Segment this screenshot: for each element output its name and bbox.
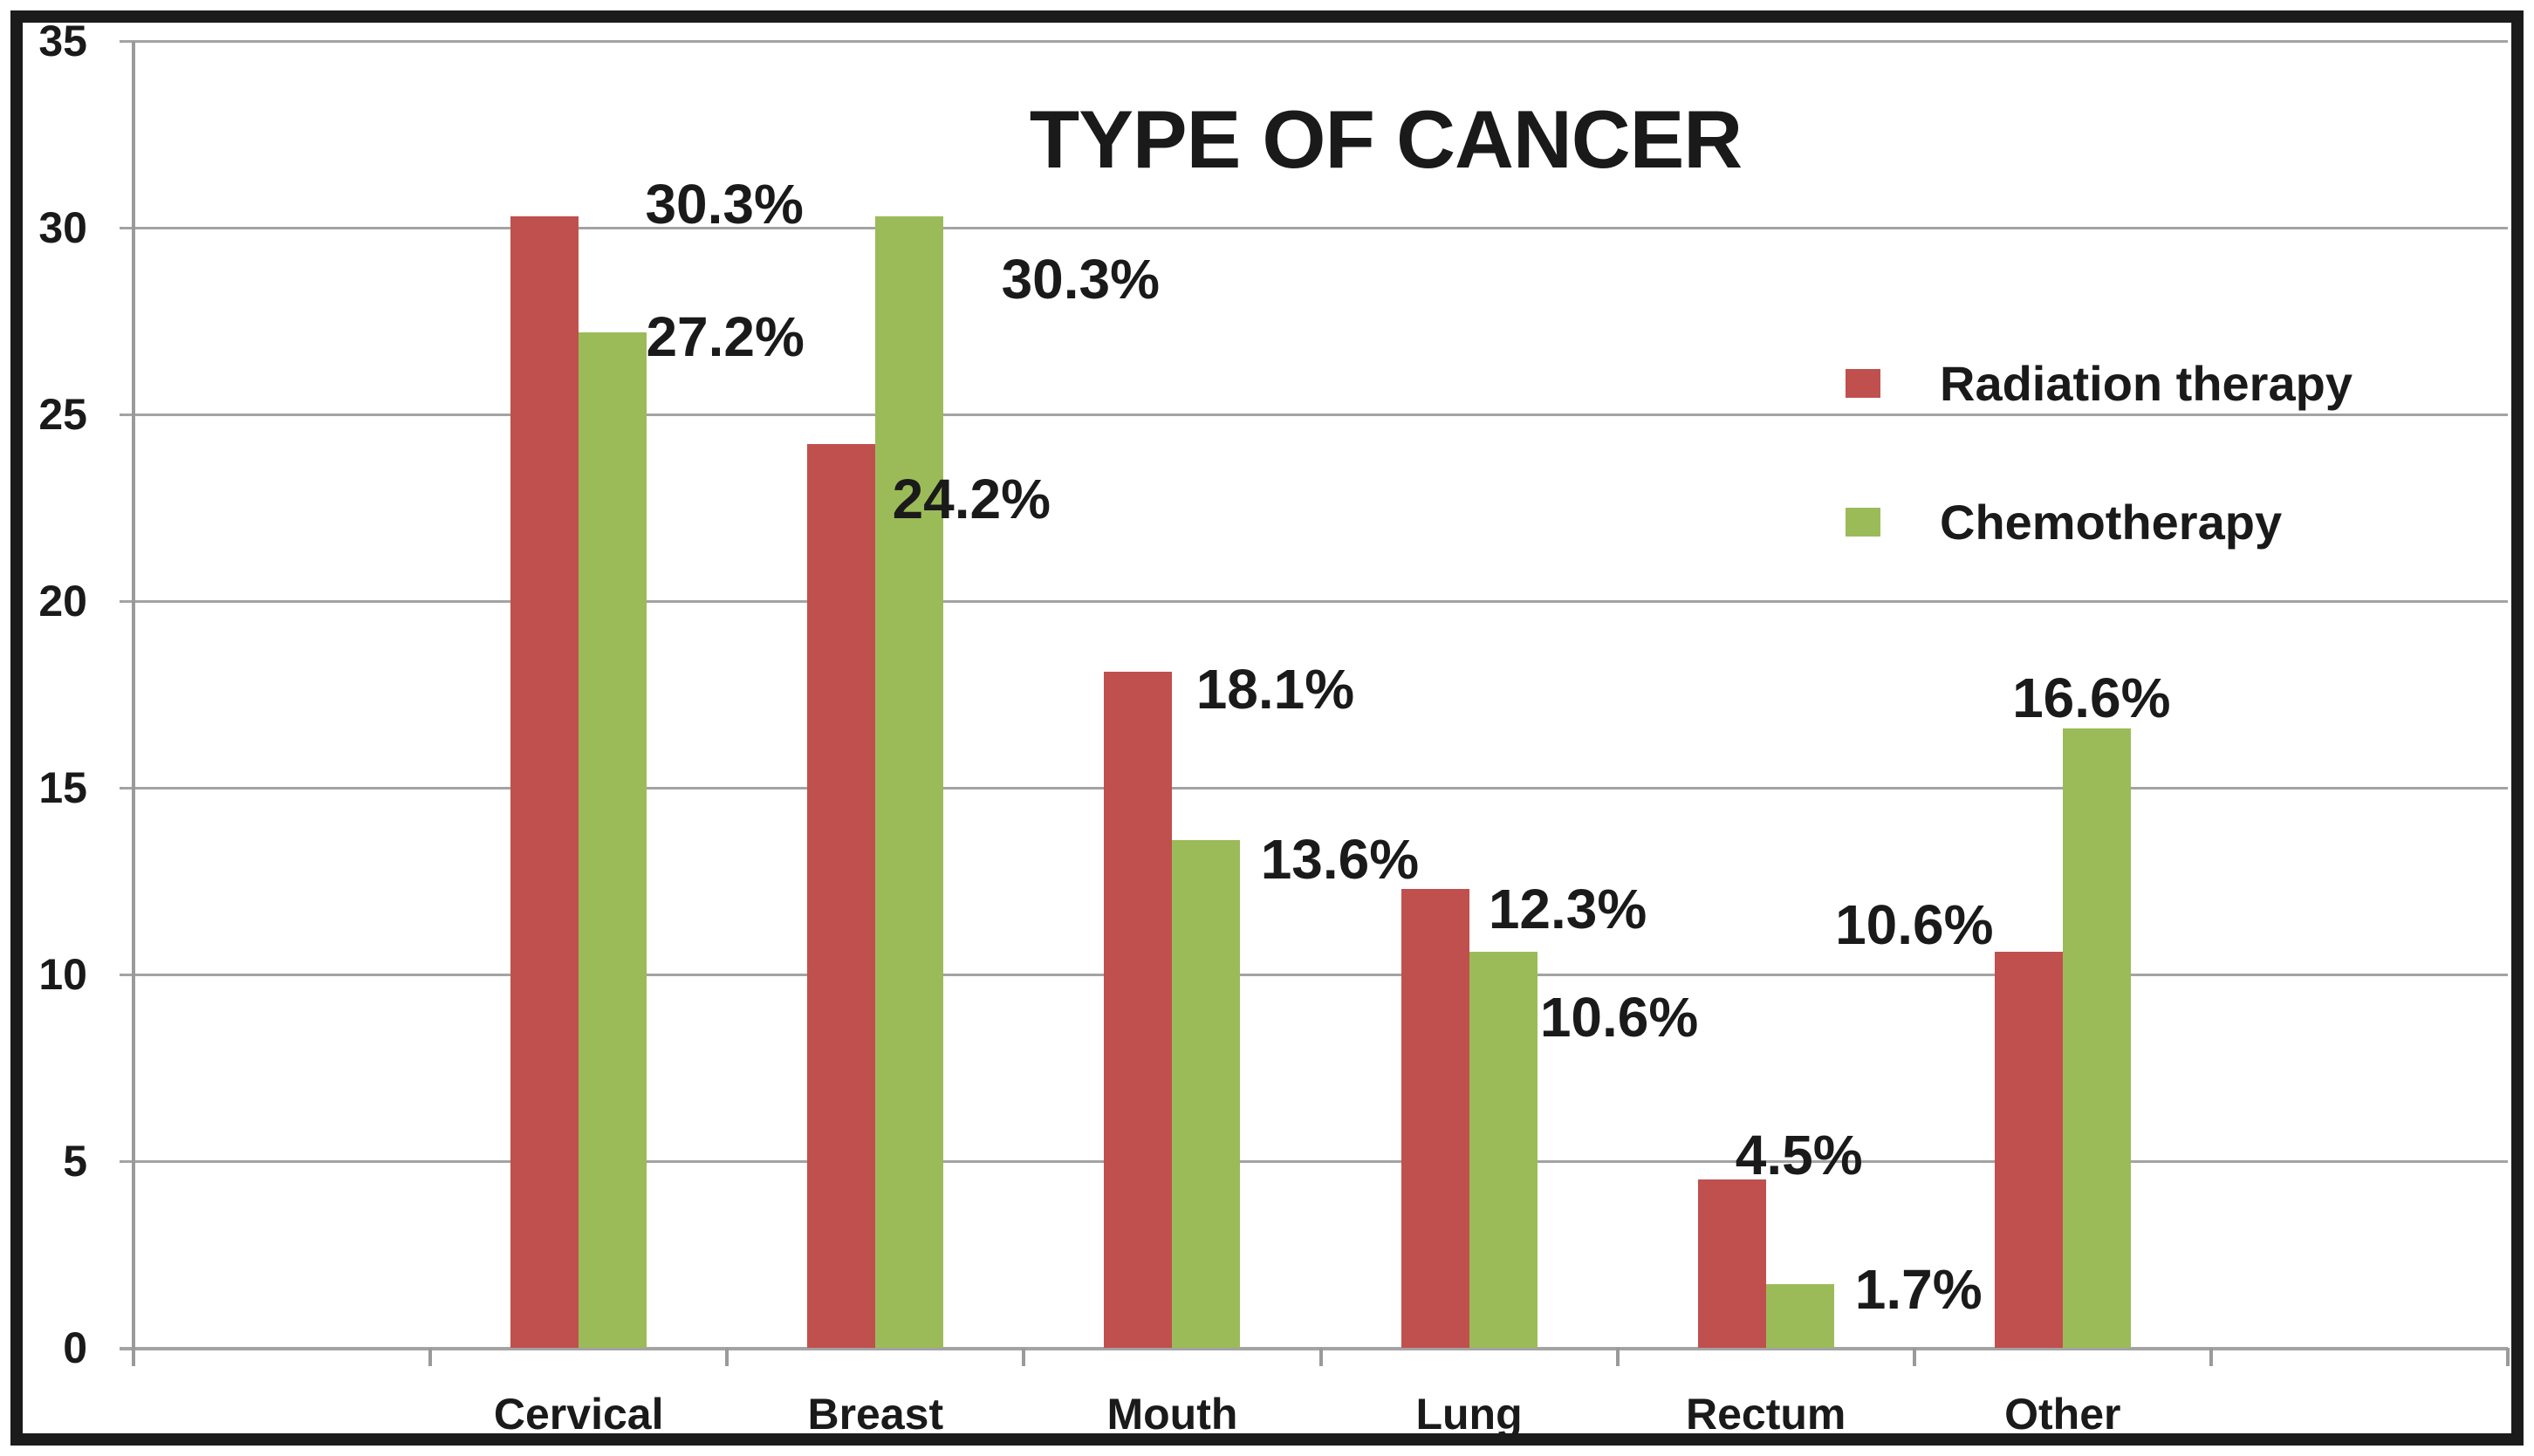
gridline-10 bbox=[120, 973, 2508, 976]
bar-chemotherapy-rectum bbox=[1765, 1284, 1834, 1348]
x-axis-tick-7 bbox=[2209, 1348, 2213, 1366]
y-axis-line bbox=[132, 41, 135, 1366]
x-axis-tick-4 bbox=[1318, 1348, 1323, 1366]
bar-chemotherapy-breast bbox=[875, 216, 944, 1348]
gridline-30 bbox=[120, 226, 2508, 229]
gridline-15 bbox=[120, 786, 2508, 790]
chemotherapy-swatch-icon bbox=[1846, 507, 1880, 537]
y-tick-label-20: 20 bbox=[38, 577, 87, 625]
data-label-chemotherapy-lung: 10.6% bbox=[1539, 986, 1699, 1049]
data-label-chemotherapy-other: 16.6% bbox=[2012, 666, 2171, 729]
bar-radiation-therapy-mouth bbox=[1104, 672, 1173, 1348]
x-axis-tick-8 bbox=[2506, 1348, 2510, 1366]
bar-radiation-therapy-breast bbox=[807, 444, 876, 1348]
legend-label: Radiation therapy bbox=[1940, 355, 2353, 411]
data-label-radiation-therapy-other: 10.6% bbox=[1835, 893, 1994, 956]
bar-chemotherapy-cervical bbox=[579, 332, 647, 1348]
x-axis-tick-1 bbox=[428, 1348, 433, 1366]
gridline-25 bbox=[120, 413, 2508, 416]
data-label-chemotherapy-mouth: 13.6% bbox=[1260, 828, 1420, 891]
radiation-therapy-swatch-icon bbox=[1846, 368, 1880, 398]
bar-chemotherapy-mouth bbox=[1172, 839, 1241, 1348]
bar-chemotherapy-lung bbox=[1469, 952, 1538, 1348]
y-tick-label-25: 25 bbox=[38, 390, 87, 439]
y-tick-label-10: 10 bbox=[38, 950, 87, 999]
data-label-chemotherapy-rectum: 1.7% bbox=[1854, 1258, 1983, 1321]
bar-radiation-therapy-lung bbox=[1401, 888, 1469, 1348]
data-label-chemotherapy-cervical: 27.2% bbox=[646, 305, 805, 368]
category-label-rectum: Rectum bbox=[1686, 1390, 1846, 1439]
category-label-lung: Lung bbox=[1415, 1390, 1523, 1439]
bar-radiation-therapy-cervical bbox=[510, 216, 579, 1348]
legend-item-chemotherapy: Chemotherapy bbox=[1846, 494, 2282, 550]
data-label-radiation-therapy-lung: 12.3% bbox=[1488, 878, 1647, 940]
category-label-cervical: Cervical bbox=[493, 1390, 664, 1439]
data-label-radiation-therapy-rectum: 4.5% bbox=[1735, 1124, 1863, 1186]
y-tick-label-35: 35 bbox=[38, 17, 87, 65]
x-axis-tick-3 bbox=[1022, 1348, 1026, 1366]
gridline-0 bbox=[120, 1346, 2508, 1350]
gridline-35 bbox=[120, 39, 2508, 43]
legend-item-radiation-therapy: Radiation therapy bbox=[1846, 355, 2353, 411]
y-tick-label-30: 30 bbox=[38, 203, 87, 252]
gridline-5 bbox=[120, 1159, 2508, 1163]
y-tick-label-15: 15 bbox=[38, 763, 87, 812]
category-label-mouth: Mouth bbox=[1106, 1390, 1238, 1439]
x-axis-tick-6 bbox=[1912, 1348, 1916, 1366]
gridline-20 bbox=[120, 599, 2508, 603]
bar-chemotherapy-other bbox=[2062, 728, 2131, 1348]
data-label-radiation-therapy-cervical: 30.3% bbox=[645, 173, 804, 236]
chart-title: TYPE OF CANCER bbox=[1029, 93, 1743, 185]
bar-radiation-therapy-other bbox=[1994, 952, 2063, 1348]
data-label-radiation-therapy-breast: 24.2% bbox=[892, 468, 1051, 530]
x-axis-tick-0 bbox=[132, 1348, 135, 1366]
category-label-breast: Breast bbox=[807, 1390, 944, 1439]
y-tick-label-5: 5 bbox=[63, 1137, 87, 1186]
y-tick-label-0: 0 bbox=[63, 1323, 87, 1372]
bar-radiation-therapy-rectum bbox=[1697, 1179, 1766, 1348]
x-axis-tick-2 bbox=[725, 1348, 729, 1366]
category-label-other: Other bbox=[2004, 1390, 2121, 1439]
data-label-chemotherapy-breast: 30.3% bbox=[1001, 248, 1161, 311]
data-label-radiation-therapy-mouth: 18.1% bbox=[1195, 658, 1355, 721]
x-axis-tick-5 bbox=[1615, 1348, 1620, 1366]
legend-label: Chemotherapy bbox=[1940, 494, 2283, 550]
